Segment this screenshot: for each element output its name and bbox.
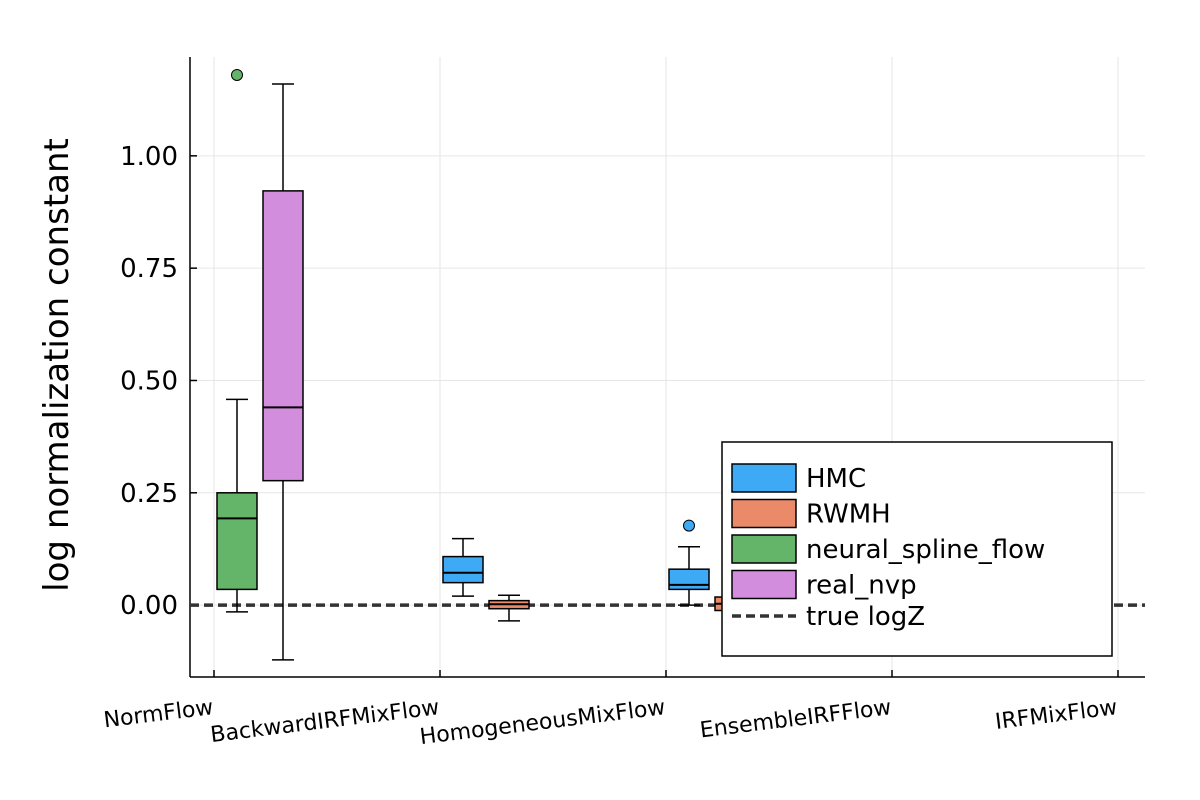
legend-label-true-logz: true logZ [806, 602, 925, 632]
outlier-point [683, 519, 695, 532]
x-tick-label: EnsembleIRFFlow [699, 695, 893, 743]
y-tick-label: 0.00 [120, 591, 178, 621]
x-tick-label: HomogeneousMixFlow [418, 695, 666, 750]
legend-label-HMC: HMC [806, 464, 866, 494]
legend-swatch-real_nvp [731, 569, 797, 600]
y-axis-label: log normalization constant [37, 138, 77, 592]
y-tick-label: 0.50 [120, 366, 178, 396]
box-HMC-HomogeneousMixFlow [668, 519, 710, 606]
box-RWMH-BackwardIRFMixFlow [488, 594, 530, 622]
box-neural_spline_flow-NormFlow [216, 68, 258, 613]
y-tick-label: 0.75 [120, 254, 178, 284]
legend-swatch-neural_spline_flow [731, 534, 797, 564]
box-real_nvp-NormFlow [262, 83, 304, 661]
x-tick-label: IRFMixFlow [994, 695, 1119, 735]
box-iqr [262, 190, 304, 482]
legend-swatch-HMC [731, 463, 797, 493]
box-HMC-BackwardIRFMixFlow [442, 537, 484, 597]
box-iqr [442, 555, 484, 584]
legend-label-real_nvp: real_nvp [806, 571, 917, 601]
grid-lines [190, 57, 1145, 677]
legend-label-RWMH: RWMH [806, 500, 891, 530]
x-tick-label: BackwardIRFMixFlow [209, 695, 441, 748]
legend-swatch-RWMH [731, 498, 797, 529]
legend-label-neural_spline_flow: neural_spline_flow [806, 535, 1045, 565]
outlier-point [231, 68, 243, 81]
boxes-layer [216, 68, 756, 661]
x-tick-label: NormFlow [102, 695, 214, 733]
box-iqr [668, 568, 710, 591]
box-iqr [216, 492, 258, 591]
y-tick-label: 0.25 [120, 479, 178, 509]
y-tick-label: 1.00 [120, 142, 178, 172]
